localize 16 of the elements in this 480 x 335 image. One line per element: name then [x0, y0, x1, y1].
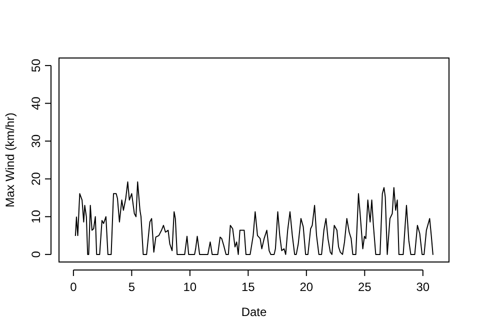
x-tick-label: 0: [70, 280, 78, 294]
line-series: [74, 181, 434, 255]
y-tick-label: 20: [29, 172, 43, 186]
x-tick-label: 30: [416, 280, 430, 294]
y-tick-label: 40: [29, 96, 43, 110]
y-tick-label: 0: [29, 250, 43, 258]
y-tick-label: 30: [29, 134, 43, 148]
x-axis-title: Date: [241, 305, 267, 319]
x-tick-label: 25: [358, 280, 372, 294]
x-tick-label: 5: [128, 280, 136, 294]
y-tick-label: 10: [29, 210, 43, 224]
y-axis-title: Max Wind (km/hr): [3, 112, 17, 208]
y-tick-label: 50: [29, 58, 43, 72]
x-tick-label: 15: [241, 280, 256, 294]
x-tick-label: 20: [300, 280, 314, 294]
x-tick-label: 10: [183, 280, 197, 294]
